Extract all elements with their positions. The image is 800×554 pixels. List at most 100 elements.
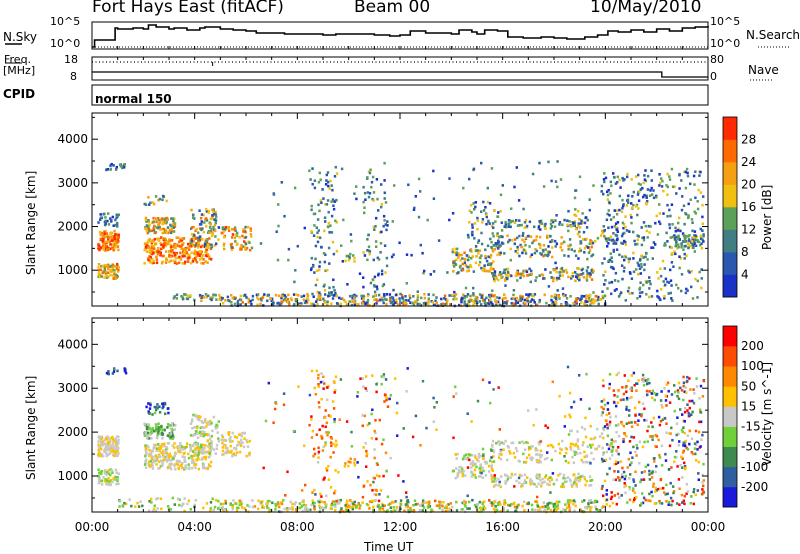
power-cell [528,267,531,271]
velocity-cell [616,492,620,496]
velocity-cell [585,455,588,458]
power-cell [496,215,500,218]
power-cell [518,219,521,222]
velocity-cell [217,440,220,443]
power-cell [602,274,605,277]
power-cell [642,221,646,224]
velocity-cell [605,489,608,492]
power-cell [311,182,314,186]
velocity-cell [438,506,441,510]
power-cell [642,181,645,185]
power-cell [165,257,168,260]
velocity-cell [385,396,388,399]
power-cell [533,225,536,229]
power-cell [492,267,495,271]
power-cell [616,221,620,224]
velocity-cell [116,450,119,453]
power-cell [328,286,331,290]
velocity-cell [380,382,383,386]
power-cell [674,237,677,240]
velocity-cell [441,508,444,511]
power-cell [565,271,569,274]
power-cell [627,201,630,204]
velocity-cell [193,426,196,429]
velocity-cell [405,504,408,508]
power-cell [271,300,275,303]
velocity-cell [605,493,608,496]
power-cell [194,236,197,240]
velocity-cell [675,433,678,437]
velocity-cell [191,466,194,470]
power-cell [554,302,558,305]
power-cell [272,193,276,196]
velocity-cell [682,426,685,429]
power-cell [295,297,298,301]
power-cell [351,296,354,300]
power-cell [378,231,382,234]
velocity-cell [115,482,118,486]
power-cell [495,303,498,307]
power-cell [107,246,110,250]
power-cell [398,241,401,245]
velocity-cell [105,437,108,441]
power-cell [170,245,173,248]
velocity-cell [309,508,312,512]
power-cell [319,178,322,182]
power-cell [186,294,189,297]
power-cell [580,297,583,300]
power-cell [622,226,625,230]
velocity-cell [345,506,348,510]
power-cell [594,239,597,243]
power-cell [691,229,694,233]
velocity-cell [203,431,206,434]
velocity-cell [491,443,494,447]
velocity-cell [547,478,550,481]
power-cell [212,225,215,229]
power-cell [502,301,505,304]
power-cell [465,254,469,257]
power-cell [687,202,690,206]
velocity-cell [322,445,325,449]
velocity-cell [690,437,694,441]
velocity-cell [471,460,475,463]
velocity-cell [257,507,260,511]
power-cell [544,248,547,251]
power-cell [476,228,479,231]
velocity-cell [628,440,632,443]
velocity-cell [286,508,289,512]
velocity-cell [527,448,531,451]
power-cell [549,227,552,230]
power-cell [562,270,566,273]
velocity-cell [499,510,502,513]
velocity-cell [194,499,198,502]
power-cell [206,253,210,256]
power-cell [578,226,582,229]
velocity-cell [111,471,114,474]
power-cell [612,215,615,219]
velocity-cell [149,453,153,457]
power-cell [200,213,204,216]
power-cell [419,243,422,247]
velocity-cell [154,408,158,412]
power-cell [603,234,606,238]
velocity-cell [351,507,354,511]
power-cell [495,296,499,299]
power-cell [159,241,162,245]
velocity-cell [171,437,175,440]
velocity-cell [489,459,492,462]
power-cell [420,296,423,300]
velocity-cell [196,454,199,457]
velocity-cell [153,429,156,433]
power-cell [209,229,212,233]
velocity-cell [609,415,612,419]
power-cell [472,293,475,297]
velocity-cell [546,456,549,460]
power-cell [492,244,495,247]
power-cell [210,243,213,247]
power-cell [656,295,659,298]
velocity-cell [554,507,557,510]
power-cell [538,274,541,277]
velocity-cell [322,387,325,390]
power-cell [484,254,487,258]
